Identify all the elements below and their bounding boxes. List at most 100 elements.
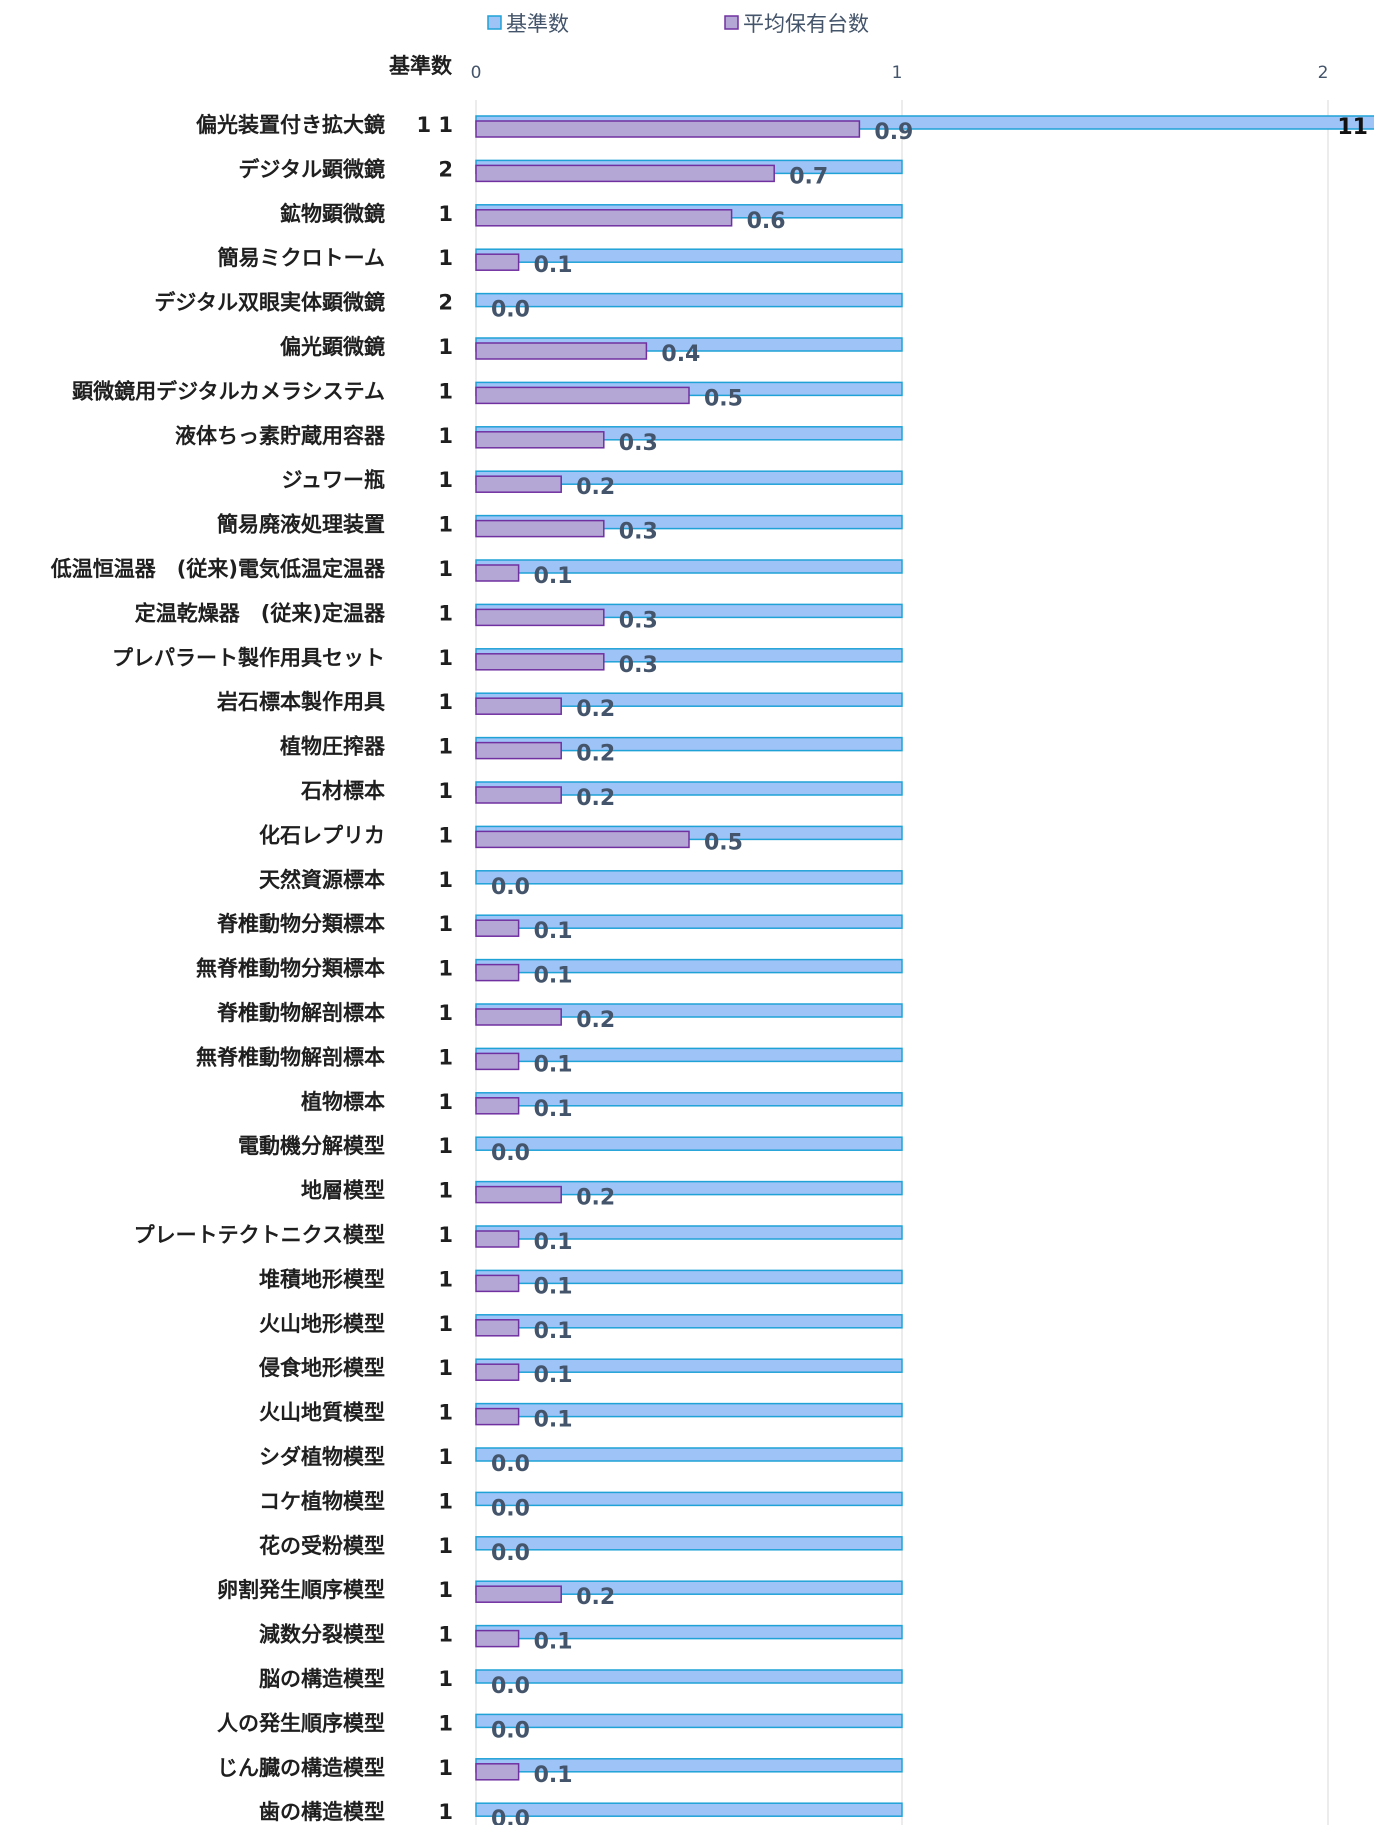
chart-row: 脊椎動物解剖標本 1 0.2 <box>216 1001 903 1033</box>
data-label-average-holding: 0.0 <box>491 1674 530 1699</box>
base-count-column-header: 基準数 <box>389 54 453 78</box>
data-label-average-holding: 0.4 <box>661 342 700 367</box>
data-label-average-holding: 0.1 <box>534 1052 573 1077</box>
x-tick-label: 0 <box>471 63 482 83</box>
bar-average-holding <box>475 1407 520 1426</box>
legend: 基準数 平均保有台数 <box>487 12 869 36</box>
data-label-average-holding: 0.1 <box>534 1630 573 1655</box>
category-label: じん臓の構造模型 <box>217 1756 385 1780</box>
category-label: 地層模型 <box>301 1179 385 1203</box>
bar-average-holding <box>475 1052 520 1071</box>
category-label: コケ植物模型 <box>259 1489 385 1513</box>
bar-average-holding <box>475 1363 520 1381</box>
bar-average-holding <box>475 475 562 493</box>
chart-row: 侵食地形模型 1 0.1 <box>258 1356 903 1388</box>
chart-row: 減数分裂模型 1 0.1 <box>259 1623 903 1655</box>
x-tick-label: 1 <box>892 63 903 83</box>
bar-average-holding <box>475 919 520 937</box>
bar-average-holding <box>475 1230 520 1248</box>
chart-row: 植物標本 1 0.1 <box>301 1090 903 1122</box>
bar-average-holding <box>475 1585 562 1603</box>
category-label: プレートテクトニクス模型 <box>134 1223 385 1247</box>
data-label-average-holding: 0.0 <box>491 1452 530 1477</box>
data-label-average-holding: 0.0 <box>491 1496 530 1521</box>
chart-row: 液体ちっ素貯蔵用容器 1 0.3 <box>175 424 903 456</box>
category-label: ジュワー瓶 <box>281 468 385 492</box>
category-label: 侵食地形模型 <box>258 1356 385 1380</box>
base-count-label: 1 <box>438 1489 453 1513</box>
bar-base-count <box>475 1491 903 1507</box>
chart-row: 顕微鏡用デジタルカメラシステム 1 0.5 <box>72 379 903 411</box>
chart-row: 岩石標本製作用具 1 0.2 <box>216 690 903 722</box>
data-label-average-holding: 0.1 <box>534 1763 573 1788</box>
bar-average-holding <box>475 164 775 183</box>
category-label: 無脊椎動物分類標本 <box>196 957 385 981</box>
base-count-label: 1 <box>438 246 453 270</box>
chart-row: 天然資源標本 1 0.0 <box>259 868 903 900</box>
category-label: 電動機分解模型 <box>238 1134 385 1158</box>
chart-row: 電動機分解模型 1 0.0 <box>238 1134 903 1166</box>
base-count-label: 1 <box>438 1179 453 1203</box>
base-count-label: 1 <box>438 1267 453 1291</box>
bar-average-holding <box>475 697 562 715</box>
chart-row: 無脊椎動物解剖標本 1 0.1 <box>196 1045 903 1077</box>
base-count-label: 2 <box>438 157 453 181</box>
data-label-average-holding: 0.1 <box>534 1319 573 1344</box>
base-count-label: 1 <box>438 1711 453 1735</box>
bar-average-holding <box>475 1629 520 1648</box>
data-label-average-holding: 0.1 <box>534 1230 573 1255</box>
category-label: 石材標本 <box>300 779 385 803</box>
category-label: 脊椎動物分類標本 <box>216 912 385 936</box>
base-count-label: 1 <box>438 646 453 670</box>
base-count-label: 1 <box>438 1001 453 1025</box>
base-count-label: 1 <box>438 1356 453 1380</box>
base-count-label: 1 <box>438 690 453 714</box>
bar-base-count <box>475 1536 903 1551</box>
base-count-label: 1 <box>438 335 453 359</box>
data-label-base-count: 11 <box>1337 115 1368 140</box>
chart-row: 歯の構造模型 1 0.0 <box>259 1800 903 1825</box>
chart-row: 植物圧搾器 1 0.2 <box>280 735 903 767</box>
chart-row: 簡易廃液処理装置 1 0.3 <box>217 513 903 545</box>
bar-average-holding <box>475 519 605 538</box>
chart-row: 脳の構造模型 1 0.0 <box>259 1667 903 1699</box>
data-label-average-holding: 0.7 <box>789 164 828 189</box>
category-label: 簡易廃液処理装置 <box>217 513 385 537</box>
base-count-label: 1 <box>438 1134 453 1158</box>
data-label-average-holding: 0.2 <box>576 475 615 500</box>
data-label-average-holding: 0.0 <box>491 875 530 900</box>
base-count-label: 1 <box>438 513 453 537</box>
bar-average-holding <box>475 253 520 271</box>
bar-average-holding <box>475 1319 520 1337</box>
x-tick-label: 2 <box>1318 63 1329 83</box>
data-label-average-holding: 0.3 <box>619 653 658 678</box>
chart-row: シダ植物模型 1 0.0 <box>259 1445 903 1477</box>
bar-average-holding <box>475 608 605 627</box>
category-label: 偏光顕微鏡 <box>280 335 385 359</box>
category-label: 火山地形模型 <box>259 1312 385 1336</box>
bar-average-holding <box>475 963 520 982</box>
base-count-label: 1 <box>438 1401 453 1425</box>
bar-base-count <box>475 1447 903 1462</box>
data-label-average-holding: 0.0 <box>491 1807 530 1825</box>
chart-row: 火山地形模型 1 0.1 <box>259 1312 903 1344</box>
data-label-average-holding: 0.1 <box>534 1274 573 1299</box>
data-label-average-holding: 0.0 <box>491 1718 530 1743</box>
base-count-label: 1 <box>438 1667 453 1691</box>
bar-average-holding <box>475 1008 562 1026</box>
bar-average-holding <box>475 786 562 804</box>
chart-row: じん臓の構造模型 1 0.1 <box>217 1756 903 1788</box>
category-label: デジタル顕微鏡 <box>238 157 385 181</box>
bar-average-holding <box>475 741 562 760</box>
chart-row: 石材標本 1 0.2 <box>300 779 903 811</box>
chart-row: 花の受粉模型 1 0.0 <box>259 1534 903 1566</box>
chart-row: デジタル双眼実体顕微鏡 2 0.0 <box>154 291 903 323</box>
base-count-label: 1 <box>438 1756 453 1780</box>
chart-row: 無脊椎動物分類標本 1 0.1 <box>196 957 903 989</box>
data-label-average-holding: 0.2 <box>576 1008 615 1033</box>
base-count-label: 1 <box>438 1578 453 1602</box>
chart-row: 偏光顕微鏡 1 0.4 <box>280 335 903 367</box>
chart-row: 堆積地形模型 1 0.1 <box>259 1267 903 1299</box>
category-label: 化石レプリカ <box>259 823 385 847</box>
